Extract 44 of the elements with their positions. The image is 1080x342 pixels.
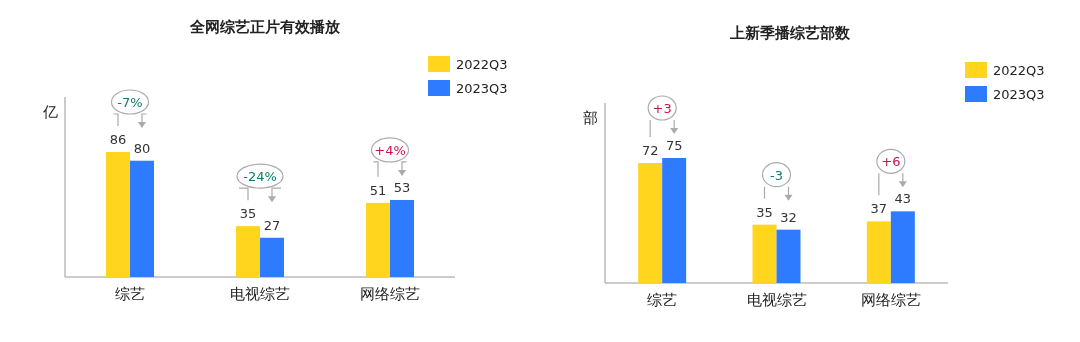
legend-label: 2022Q3 <box>993 63 1045 78</box>
data-label: 35 <box>756 204 773 220</box>
bar <box>638 163 663 283</box>
data-label: 75 <box>665 138 683 153</box>
annotation: +6 <box>881 154 901 170</box>
data-label: 35 <box>239 206 257 222</box>
data-label: 27 <box>263 217 281 233</box>
bar <box>866 221 891 283</box>
annotation: +4% <box>374 142 406 158</box>
bar <box>366 202 390 277</box>
bar <box>106 152 130 277</box>
text: +3 <box>652 101 672 116</box>
data-label: 32 <box>780 209 797 225</box>
data-label: 37 <box>870 201 888 217</box>
bar <box>776 229 801 283</box>
data-label: 86 <box>109 132 127 147</box>
x-tick-label: 综艺 <box>647 291 678 309</box>
x-tick-label: 综艺 <box>115 285 145 303</box>
chart-title: 上新季播综艺部数 <box>729 24 851 42</box>
y-axis-title: 部 <box>583 109 598 127</box>
data-label: 51 <box>369 182 387 198</box>
legend-label: 2023Q3 <box>993 87 1045 102</box>
data-label: 43 <box>894 191 912 207</box>
data-label: 53 <box>393 179 411 195</box>
legend-label: 2023Q3 <box>456 81 508 96</box>
x-tick-label: 电视综艺 <box>746 291 807 309</box>
text: -7% <box>117 95 143 110</box>
legend-label: 2022Q3 <box>456 57 508 72</box>
x-tick-label: 网络综艺 <box>860 291 921 309</box>
bar <box>236 226 260 277</box>
bar <box>260 237 284 277</box>
bar <box>130 160 154 277</box>
data-label: 80 <box>133 140 151 156</box>
chart-title: 全网综艺正片有效播放 <box>189 18 341 36</box>
bar <box>390 199 414 277</box>
annotation: -3 <box>770 167 783 183</box>
x-tick-label: 网络综艺 <box>360 285 420 303</box>
bar <box>752 224 777 283</box>
bar <box>890 211 915 283</box>
data-label: 72 <box>641 143 659 158</box>
annotation: -24% <box>243 169 277 185</box>
bar <box>662 158 687 283</box>
y-axis-title: 亿 <box>42 103 58 121</box>
x-tick-label: 电视综艺 <box>230 285 290 303</box>
